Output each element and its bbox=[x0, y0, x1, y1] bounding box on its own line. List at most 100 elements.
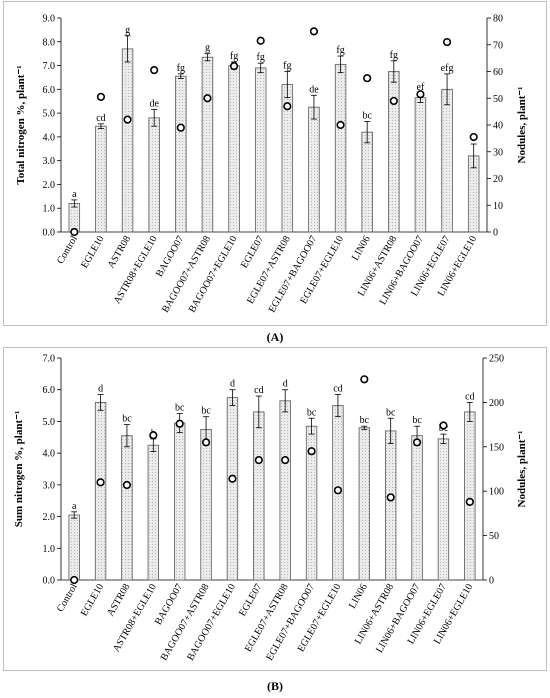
nodules-marker bbox=[412, 438, 422, 447]
bar bbox=[441, 88, 453, 233]
significance-letter: fg bbox=[336, 45, 344, 56]
significance-letter: bc bbox=[175, 403, 185, 414]
y2-tick-label: 10 bbox=[493, 201, 503, 212]
nodules-marker bbox=[336, 120, 345, 130]
y2-tick-label: 80 bbox=[493, 14, 503, 25]
significance-letter: d bbox=[283, 379, 288, 390]
nodules-marker bbox=[123, 115, 132, 124]
y2-tick-label: 20 bbox=[493, 174, 503, 185]
bar bbox=[334, 63, 347, 233]
y-tick-label: 1.0 bbox=[43, 544, 56, 555]
significance-letter: g bbox=[205, 43, 210, 54]
x-tick-label: BAGOO07+ASTR08 bbox=[159, 582, 212, 663]
significance-letter: d bbox=[230, 379, 235, 390]
y-tick-label: 5.0 bbox=[43, 109, 56, 120]
nodules-marker bbox=[360, 375, 369, 384]
nodules-marker bbox=[201, 438, 211, 447]
y-tick-label: 7.0 bbox=[43, 61, 56, 72]
bar bbox=[226, 397, 239, 581]
significance-letter: a bbox=[72, 501, 77, 512]
significance-letter: cd bbox=[254, 385, 263, 396]
y-tick-label: 7.0 bbox=[43, 354, 56, 365]
y-tick-label: 6.0 bbox=[43, 385, 56, 396]
significance-letter: a bbox=[72, 189, 77, 200]
x-tick-label: ASTR08 bbox=[105, 582, 132, 618]
chart-a-svg: 0.0 1.0 2.0 3.0 4.0 5.0 6.0 7.0 8.0 9.0 0 10 20 30 40 5… bbox=[15, 14, 528, 315]
bar bbox=[228, 65, 240, 233]
y2-tick-label: 30 bbox=[493, 147, 503, 158]
bar bbox=[121, 48, 134, 233]
x-tick-label: BAGOO07+ASTR08 bbox=[160, 234, 213, 315]
nodules-marker bbox=[70, 227, 79, 237]
y2-tick-label: 0 bbox=[489, 576, 494, 587]
nodules-marker bbox=[333, 486, 343, 495]
y2-tick-label: 100 bbox=[489, 487, 504, 498]
x-tick-label: BAGOO07+EGLE10 bbox=[187, 234, 240, 315]
nodules-marker bbox=[389, 96, 398, 106]
nodules-marker bbox=[386, 493, 395, 502]
y2-tick-label: 0 bbox=[493, 228, 498, 239]
nodules-marker bbox=[256, 36, 265, 45]
x-tick-label: EGLE07+BAGOO07 bbox=[267, 234, 320, 315]
bar bbox=[361, 131, 373, 233]
nodules-marker bbox=[228, 474, 237, 483]
nodules-marker bbox=[122, 480, 132, 490]
bar bbox=[201, 56, 214, 233]
nodules-marker bbox=[149, 431, 158, 440]
y2-axis-title: Nodules, plant⁻¹ bbox=[516, 431, 528, 508]
x-tick-label: ASTR08 bbox=[106, 234, 133, 270]
nodules-marker bbox=[465, 497, 474, 506]
bar bbox=[411, 435, 423, 581]
y2-tick-label: 50 bbox=[493, 94, 503, 105]
significance-letter: bc bbox=[201, 406, 211, 417]
nodules-marker bbox=[416, 90, 425, 99]
y2-tick-label: 40 bbox=[493, 121, 503, 132]
x-tick-label: EGLE07 bbox=[239, 234, 266, 270]
significance-letter: fg bbox=[177, 63, 185, 74]
bar bbox=[464, 411, 476, 581]
significance-letter: cd bbox=[96, 113, 105, 124]
nodules-marker bbox=[96, 92, 106, 102]
bar bbox=[200, 428, 212, 581]
significance-letter: de bbox=[309, 84, 319, 95]
significance-letter: cd bbox=[465, 391, 474, 402]
nodules-marker bbox=[283, 102, 292, 111]
significance-letter: d bbox=[98, 383, 103, 394]
significance-letter: fg bbox=[390, 50, 398, 61]
significance-letter: bc bbox=[412, 415, 422, 426]
bar bbox=[253, 411, 265, 581]
bar bbox=[414, 97, 427, 233]
nodules-marker bbox=[150, 66, 159, 75]
significance-letter: bc bbox=[362, 110, 372, 121]
significance-letter: ef bbox=[417, 82, 425, 93]
significance-letter: bc bbox=[360, 415, 370, 426]
x-tick-label: EGLE10 bbox=[79, 582, 106, 618]
nodules-marker bbox=[439, 421, 448, 430]
x-tick-label: BAGOO07+EGLE10 bbox=[185, 582, 238, 663]
nodules-marker bbox=[363, 74, 372, 83]
bar bbox=[68, 203, 81, 233]
bar bbox=[148, 117, 160, 233]
y-tick-label: 0.0 bbox=[43, 228, 56, 239]
panel-label-b: (B) bbox=[267, 679, 283, 693]
nodules-marker bbox=[96, 478, 105, 487]
panel-label-a: (A) bbox=[266, 330, 284, 344]
y2-tick-label: 70 bbox=[493, 40, 503, 51]
y-tick-label: 6.0 bbox=[43, 85, 56, 96]
nodules-marker bbox=[229, 62, 239, 71]
y-axis-title: Total nitrogen %, plant⁻¹ bbox=[15, 65, 27, 184]
bar bbox=[358, 427, 370, 581]
y2-tick-label: 150 bbox=[489, 442, 504, 453]
significance-letter: bc bbox=[386, 407, 396, 418]
bar bbox=[279, 400, 291, 581]
nodules-marker bbox=[175, 419, 184, 428]
y-tick-label: 5.0 bbox=[43, 417, 56, 428]
x-tick-label: EGLE07 bbox=[237, 582, 264, 618]
y2-tick-label: 60 bbox=[493, 67, 503, 78]
bar bbox=[68, 514, 80, 581]
y-tick-label: 4.0 bbox=[43, 132, 56, 143]
bar bbox=[254, 67, 267, 233]
x-tick-label: EGLE10 bbox=[79, 234, 106, 270]
x-tick-label: Control bbox=[55, 234, 80, 266]
